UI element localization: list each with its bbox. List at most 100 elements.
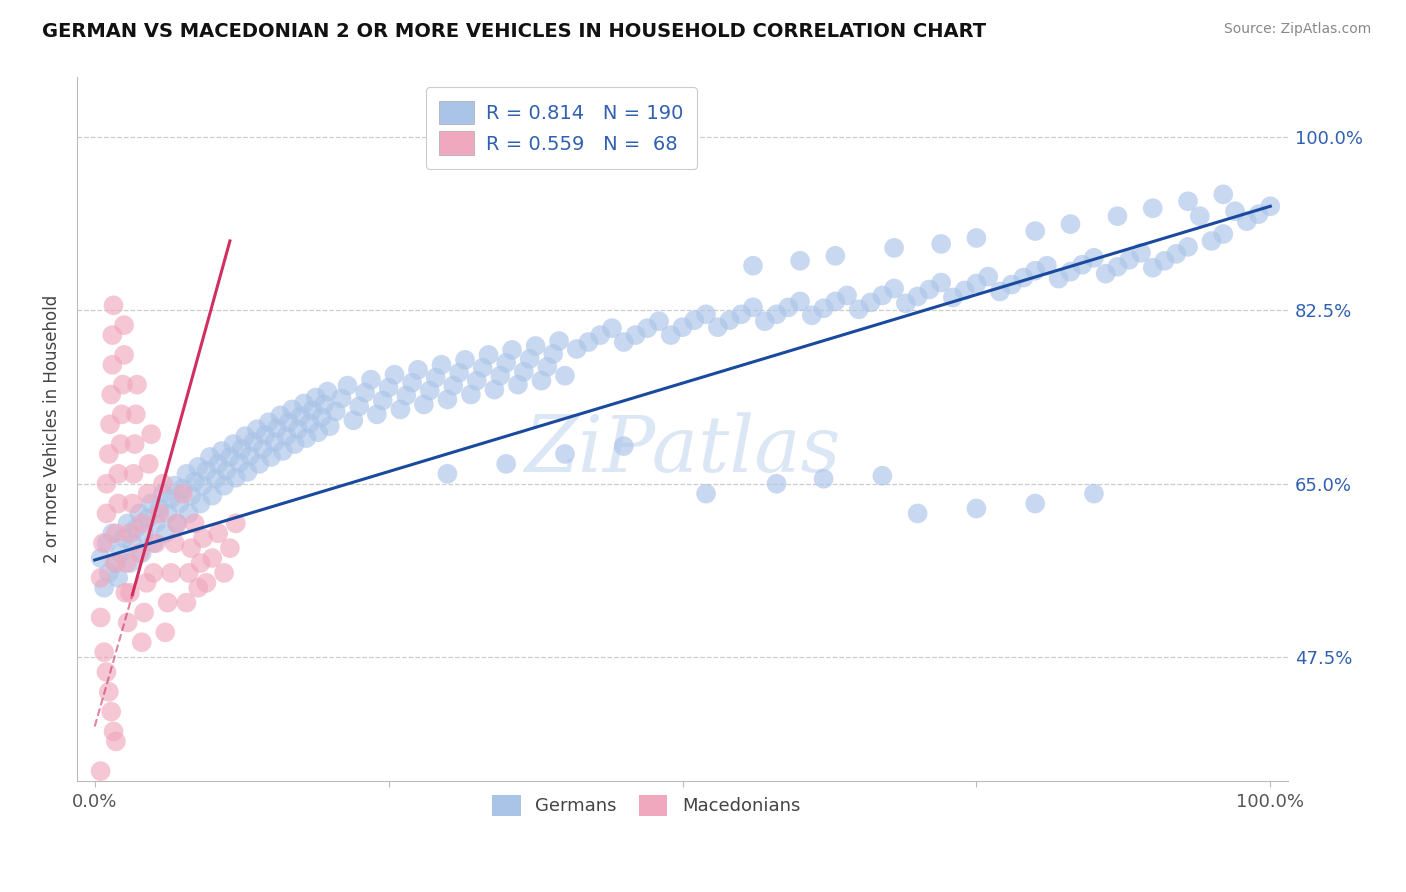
Point (305, 391, 328, 405)
Point (225, 471, 247, 485)
Point (307, 425, 329, 440)
Point (219, 541, 242, 555)
Point (125, 408, 148, 422)
Point (96, 665, 118, 679)
Point (1107, 209, 1129, 223)
Point (118, 526, 141, 541)
Point (97, 566, 120, 580)
Point (377, 381, 399, 395)
Point (96, 476, 118, 491)
Point (316, 384, 339, 399)
Point (233, 429, 256, 443)
Point (148, 507, 170, 521)
Point (883, 241, 905, 255)
Point (613, 439, 636, 453)
Point (942, 290, 965, 304)
Point (778, 301, 800, 315)
Point (242, 435, 264, 450)
Point (195, 464, 218, 478)
Point (336, 378, 359, 392)
Point (1142, 201, 1164, 215)
Point (152, 476, 174, 491)
Point (132, 606, 155, 620)
Point (125, 377, 148, 392)
Point (104, 734, 127, 748)
Point (176, 467, 198, 481)
Point (284, 437, 307, 451)
Point (484, 383, 506, 397)
Point (1047, 271, 1070, 285)
Point (1236, 214, 1258, 228)
Point (131, 516, 153, 531)
Point (138, 457, 160, 471)
Y-axis label: 2 or more Vehicles in Household: 2 or more Vehicles in Household (44, 295, 60, 564)
Point (848, 302, 870, 317)
Point (301, 403, 323, 417)
Point (929, 236, 952, 251)
Point (269, 409, 291, 423)
Point (101, 526, 124, 541)
Point (141, 497, 163, 511)
Point (125, 521, 148, 535)
Point (430, 358, 453, 372)
Point (965, 501, 987, 516)
Legend: Germans, Macedonians: Germans, Macedonians (484, 786, 810, 825)
Point (276, 429, 298, 443)
Point (117, 516, 139, 531)
Point (100, 705, 122, 719)
Point (160, 566, 183, 580)
Point (554, 447, 576, 461)
Point (1247, 207, 1270, 221)
Point (1153, 253, 1175, 268)
Point (536, 359, 558, 374)
Text: GERMAN VS MACEDONIAN 2 OR MORE VEHICLES IN HOUSEHOLD CORRELATION CHART: GERMAN VS MACEDONIAN 2 OR MORE VEHICLES … (42, 22, 986, 41)
Point (495, 356, 517, 370)
Point (91, 536, 114, 550)
Point (471, 360, 494, 375)
Point (117, 615, 139, 630)
Point (872, 288, 894, 302)
Point (1012, 270, 1035, 285)
Point (1001, 277, 1024, 292)
Point (128, 546, 150, 560)
Point (506, 377, 529, 392)
Point (201, 551, 224, 566)
Point (277, 415, 299, 429)
Point (107, 467, 129, 481)
Point (176, 596, 198, 610)
Point (90, 571, 112, 585)
Point (765, 307, 787, 321)
Point (524, 339, 547, 353)
Point (465, 374, 488, 388)
Point (401, 376, 423, 390)
Point (495, 457, 517, 471)
Point (135, 575, 157, 590)
Point (894, 296, 917, 310)
Point (419, 384, 441, 398)
Point (211, 444, 233, 458)
Point (454, 352, 477, 367)
Point (90, 610, 112, 624)
Point (859, 295, 882, 310)
Point (636, 321, 658, 335)
Point (263, 435, 285, 450)
Point (142, 566, 165, 580)
Point (110, 546, 132, 560)
Point (789, 294, 811, 309)
Point (371, 393, 394, 408)
Point (541, 347, 564, 361)
Point (121, 497, 143, 511)
Point (1130, 245, 1153, 260)
Point (319, 419, 342, 434)
Point (988, 285, 1011, 299)
Point (201, 489, 224, 503)
Point (406, 363, 429, 377)
Point (813, 472, 835, 486)
Point (169, 497, 191, 511)
Point (489, 368, 512, 383)
Point (231, 442, 253, 456)
Point (187, 459, 209, 474)
Point (1201, 234, 1223, 248)
Point (742, 259, 765, 273)
Point (965, 231, 987, 245)
